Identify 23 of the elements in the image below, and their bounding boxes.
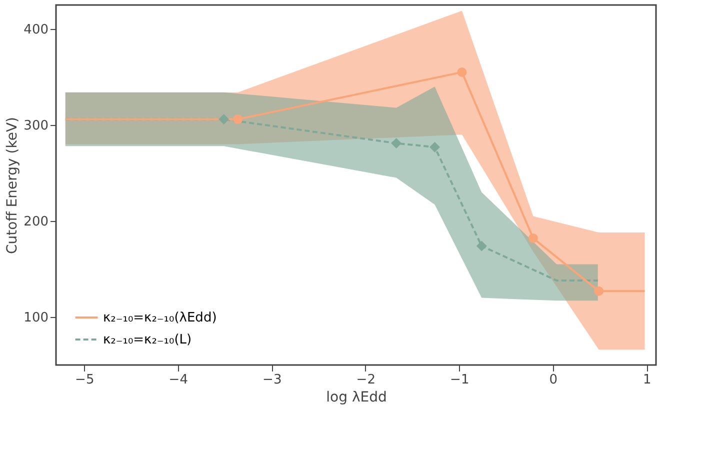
point — [391, 138, 402, 148]
point — [218, 114, 230, 124]
legend-label: κ₂₋₁₀=κ₂₋₁₀(L) — [103, 332, 192, 348]
point — [430, 142, 440, 152]
x-tick-label: −4 — [168, 372, 188, 388]
x-axis-title: log λEdd — [326, 390, 387, 406]
x-tick-label: −3 — [262, 372, 282, 388]
x-tick-label: −2 — [356, 372, 376, 388]
y-tick-label: 100 — [24, 310, 48, 326]
point — [476, 240, 487, 252]
point — [457, 67, 467, 77]
point — [594, 286, 604, 296]
x-tick-label: −5 — [75, 372, 94, 388]
y-tick-label: 300 — [24, 118, 48, 134]
y-axis-title: Cutoff Energy (keV) — [4, 117, 21, 254]
legend-label: κ₂₋₁₀=κ₂₋₁₀(λEdd) — [103, 310, 217, 326]
point — [233, 114, 243, 124]
x-tick-label: −1 — [450, 372, 470, 388]
x-tick-label: 1 — [642, 372, 652, 388]
x-tick-label: 0 — [549, 372, 558, 388]
y-tick-label: 200 — [24, 214, 48, 230]
point — [528, 234, 538, 244]
y-tick-label: 400 — [24, 22, 48, 38]
